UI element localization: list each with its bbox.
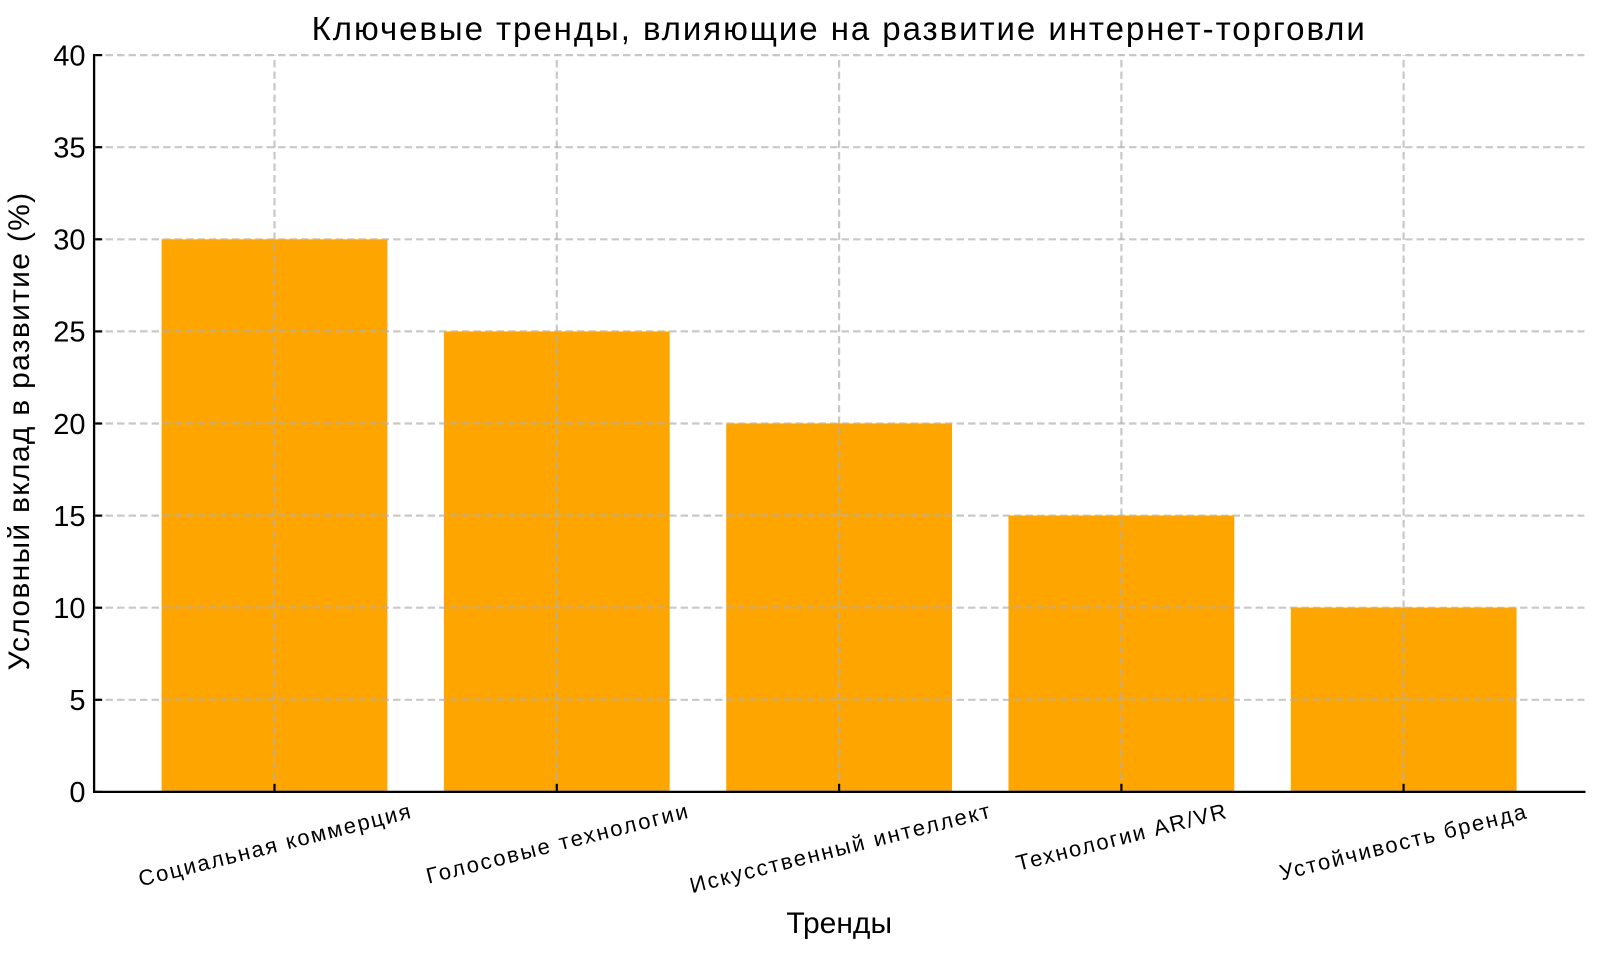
svg-text:Ключевые тренды, влияющие на р: Ключевые тренды, влияющие на развитие ин… xyxy=(312,10,1367,47)
svg-text:15: 15 xyxy=(53,501,85,533)
svg-text:10: 10 xyxy=(53,593,85,625)
svg-text:Условный вклад в развитие (%): Условный вклад в развитие (%) xyxy=(3,192,36,671)
svg-text:30: 30 xyxy=(53,225,85,257)
svg-text:20: 20 xyxy=(53,409,85,441)
svg-text:0: 0 xyxy=(69,777,85,809)
svg-text:Тренды: Тренды xyxy=(786,907,892,940)
svg-text:25: 25 xyxy=(53,317,85,349)
svg-text:35: 35 xyxy=(53,133,85,165)
svg-text:40: 40 xyxy=(53,40,85,72)
svg-text:5: 5 xyxy=(69,685,85,717)
